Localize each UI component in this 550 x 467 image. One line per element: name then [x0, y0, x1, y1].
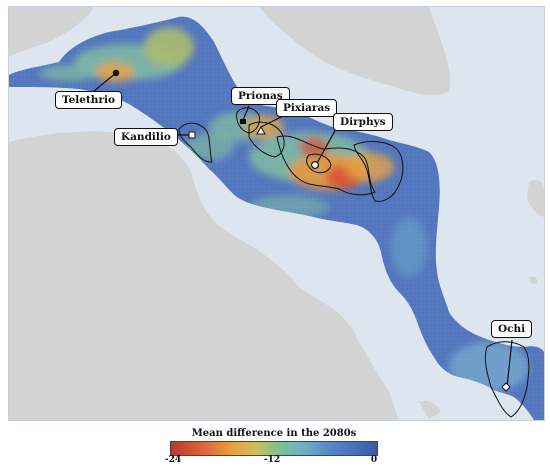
dirphys-leader-line: [315, 126, 338, 166]
legend-title: Mean difference in the 2080s: [191, 428, 357, 439]
telethrio-label: Telethrio: [55, 91, 122, 109]
map-panel: Telethrio Prionas Pixiaras Kandilio Dirp…: [8, 6, 545, 421]
ochi-label: Ochi: [491, 320, 533, 338]
islet-landmass: [527, 180, 544, 217]
pixiaras-label: Pixiaras: [276, 99, 338, 117]
pixiaras-marker: [256, 125, 266, 135]
kandilio-marker: [188, 131, 196, 139]
ochi-catchment: [484, 341, 530, 418]
prionas-leader-line: [242, 105, 250, 121]
color-legend: Mean difference in the 2080s -24 -12 0: [164, 428, 380, 466]
legend-tick-max: 0: [370, 455, 378, 465]
dirphys-catchment-main: [276, 135, 376, 196]
dirphys-label: Dirphys: [333, 113, 393, 131]
legend-tick-min: -24: [164, 455, 182, 465]
kandilio-label: Kandilio: [114, 128, 178, 146]
mainland-west-landmass: [9, 131, 399, 420]
dirphys-inner-subcatchment: [306, 153, 332, 174]
islet-south-landmass: [419, 401, 441, 419]
map-canvas: [9, 7, 544, 420]
ochi-leader-line: [506, 339, 513, 388]
mainland-northeast-landmass: [259, 7, 450, 95]
prionas-marker: [240, 119, 246, 124]
ochi-marker: [501, 382, 511, 392]
dirphys-catchment-east: [353, 141, 404, 202]
prionas-label: Prionas: [231, 87, 290, 105]
kandilio-catchment: [178, 122, 213, 163]
legend-tick-mid: -12: [263, 455, 281, 465]
telethrio-marker: [112, 69, 120, 77]
islet-small-landmass: [528, 276, 538, 285]
mainland-north-landmass: [9, 7, 94, 57]
dirphys-marker: [311, 161, 320, 170]
legend-color-bar: [170, 441, 378, 456]
